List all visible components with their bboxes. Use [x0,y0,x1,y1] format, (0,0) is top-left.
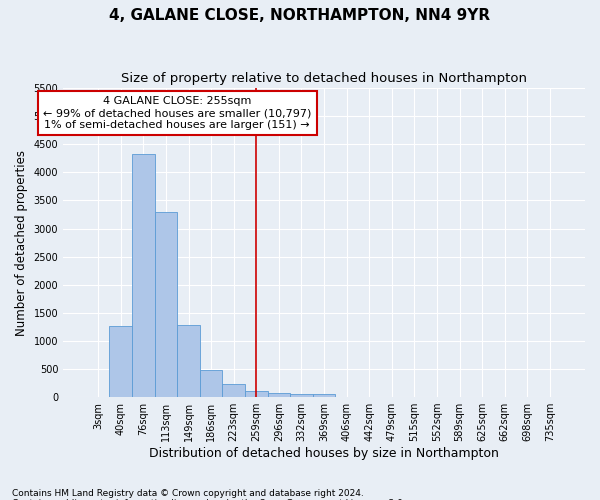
Bar [313,394,335,397]
Text: 4 GALANE CLOSE: 255sqm
← 99% of detached houses are smaller (10,797)
1% of semi-: 4 GALANE CLOSE: 255sqm ← 99% of detached… [43,96,311,130]
Bar [109,326,132,397]
Text: 4, GALANE CLOSE, NORTHAMPTON, NN4 9YR: 4, GALANE CLOSE, NORTHAMPTON, NN4 9YR [109,8,491,22]
Text: Contains public sector information licensed under the Open Government Licence v3: Contains public sector information licen… [12,498,406,500]
Bar [290,394,313,397]
Bar [155,212,177,397]
Bar [132,154,155,397]
Bar [245,392,268,397]
Y-axis label: Number of detached properties: Number of detached properties [15,150,28,336]
Title: Size of property relative to detached houses in Northampton: Size of property relative to detached ho… [121,72,527,86]
Text: Contains HM Land Registry data © Crown copyright and database right 2024.: Contains HM Land Registry data © Crown c… [12,488,364,498]
Bar [177,324,200,397]
Bar [223,384,245,397]
X-axis label: Distribution of detached houses by size in Northampton: Distribution of detached houses by size … [149,447,499,460]
Bar [200,370,223,397]
Bar [268,392,290,397]
